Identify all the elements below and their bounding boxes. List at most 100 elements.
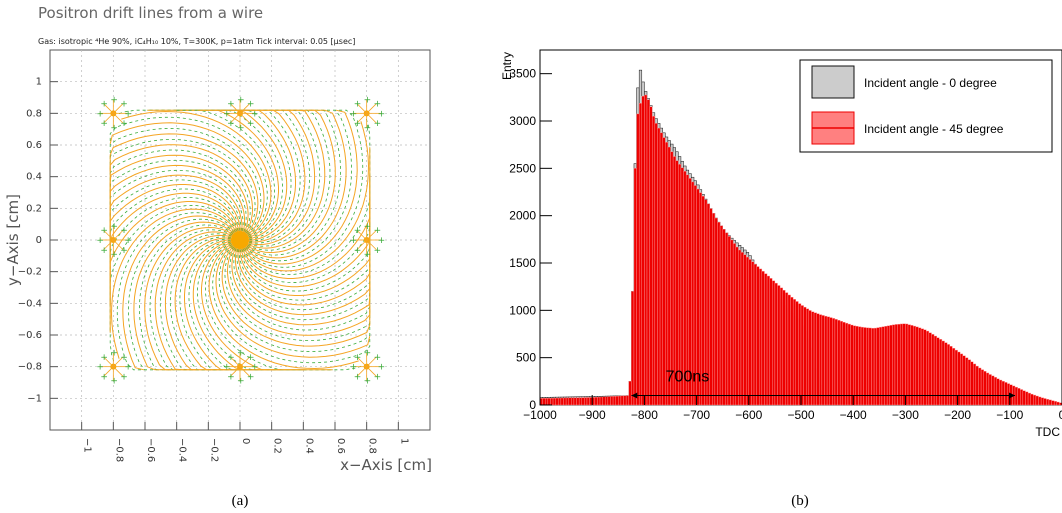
wire-tick-mark: + (247, 119, 255, 129)
wire-tick-mark: + (223, 109, 231, 119)
wire-tick-mark: + (120, 353, 128, 363)
wire-tick-mark: + (364, 222, 372, 232)
wire-tick-mark: + (227, 119, 235, 129)
drift-line (220, 109, 306, 243)
bar-45deg (607, 396, 611, 406)
bar-45deg (719, 225, 723, 406)
bar-45deg (555, 397, 559, 406)
wire-tick-mark: + (374, 373, 382, 383)
drift-line (109, 122, 265, 239)
y-tick-label: 1 (36, 77, 42, 88)
bar-45deg (996, 378, 1000, 406)
bar-45deg (610, 396, 614, 406)
bar-45deg (855, 325, 859, 406)
wire-field-line (366, 356, 377, 367)
wire-tick-mark: + (120, 99, 128, 109)
bar-45deg (1004, 382, 1008, 406)
bar-45deg (798, 303, 802, 406)
bar-45deg (933, 335, 937, 406)
bar-45deg (829, 317, 833, 406)
panel-b-annotation: 700ns (631, 369, 1016, 399)
bar-45deg (599, 396, 603, 406)
bar-45deg (863, 327, 867, 406)
x-tick-label: −100 (996, 408, 1023, 422)
bar-45deg (584, 397, 588, 406)
y-tick-label: 0 (36, 235, 42, 246)
wire-field-line (239, 113, 251, 124)
wire-field-line (239, 356, 251, 367)
bar-45deg (667, 146, 671, 406)
bar-45deg (879, 326, 883, 406)
panel-a-drift-lines: Positron drift lines from a wire Gas: is… (4, 4, 432, 509)
wire-tick-mark: + (237, 377, 245, 387)
bar-45deg (897, 323, 901, 406)
bar-45deg (1056, 401, 1060, 406)
wire-tick-mark: + (251, 109, 259, 119)
bar-45deg (563, 397, 567, 406)
bar-45deg (547, 398, 551, 406)
panel-a-title: Positron drift lines from a wire (38, 4, 263, 22)
bar-45deg (1048, 399, 1052, 406)
bar-45deg (725, 232, 729, 406)
wire-tick-mark: + (374, 226, 382, 236)
y-tick-label: 3000 (509, 114, 536, 128)
y-tick-label: 3500 (509, 67, 536, 81)
bar-45deg (560, 397, 564, 406)
bar-45deg (1017, 388, 1021, 406)
bar-45deg (899, 323, 903, 406)
wire-tick-mark: + (354, 119, 362, 129)
bar-45deg (735, 246, 739, 406)
drift-line (133, 221, 239, 371)
wire-tick-mark: + (364, 349, 372, 359)
panel-b-caption: (b) (791, 493, 809, 509)
bar-45deg (1025, 391, 1029, 406)
drift-line (109, 201, 240, 333)
wire-tick-mark: + (237, 95, 245, 105)
bar-45deg (738, 249, 742, 406)
wire-tick-mark: + (110, 95, 118, 105)
drift-line (242, 109, 326, 249)
bar-45deg (578, 397, 582, 406)
x-tick-label: −900 (579, 408, 606, 422)
bar-45deg (970, 361, 974, 406)
wire-field-line (229, 356, 241, 367)
bar-45deg (659, 132, 663, 406)
drift-line (192, 239, 305, 371)
bar-45deg (759, 268, 763, 406)
bar-45deg (918, 327, 922, 406)
bar-45deg (952, 348, 956, 406)
drift-line (241, 109, 358, 265)
wire-field-line (239, 103, 251, 114)
bar-45deg (612, 396, 616, 406)
bar-45deg (886, 325, 890, 406)
bar-45deg (654, 123, 658, 406)
panel-b-bars (539, 69, 1062, 406)
bar-45deg (631, 291, 635, 406)
wire-field-line (103, 356, 114, 367)
wire-field-line (366, 239, 377, 251)
x-tick-label: −0.8 (113, 438, 124, 462)
bar-45deg (636, 113, 640, 406)
bar-45deg (790, 296, 794, 406)
bar-45deg (889, 325, 893, 406)
bar-45deg (638, 103, 642, 406)
bar-45deg (826, 316, 830, 406)
bar-45deg (745, 256, 750, 406)
wire-tick-mark: + (223, 363, 231, 373)
wire-tick-mark: + (364, 250, 372, 260)
bar-45deg (1030, 393, 1034, 406)
drift-line (241, 109, 336, 254)
wire-tick-mark: + (350, 109, 358, 119)
bar-45deg (949, 346, 953, 406)
bar-45deg (787, 294, 791, 406)
bar-45deg (756, 266, 760, 406)
annotation-arrowhead (1009, 392, 1016, 399)
x-tick-label: −0.4 (177, 438, 188, 462)
x-tick-label: −1 (82, 438, 93, 453)
wire-tick-mark: + (100, 246, 108, 256)
drift-line (241, 109, 347, 259)
bar-45deg (808, 310, 812, 406)
bar-45deg (751, 261, 755, 406)
wire-tick-mark: + (354, 373, 362, 383)
bar-45deg (881, 326, 885, 406)
